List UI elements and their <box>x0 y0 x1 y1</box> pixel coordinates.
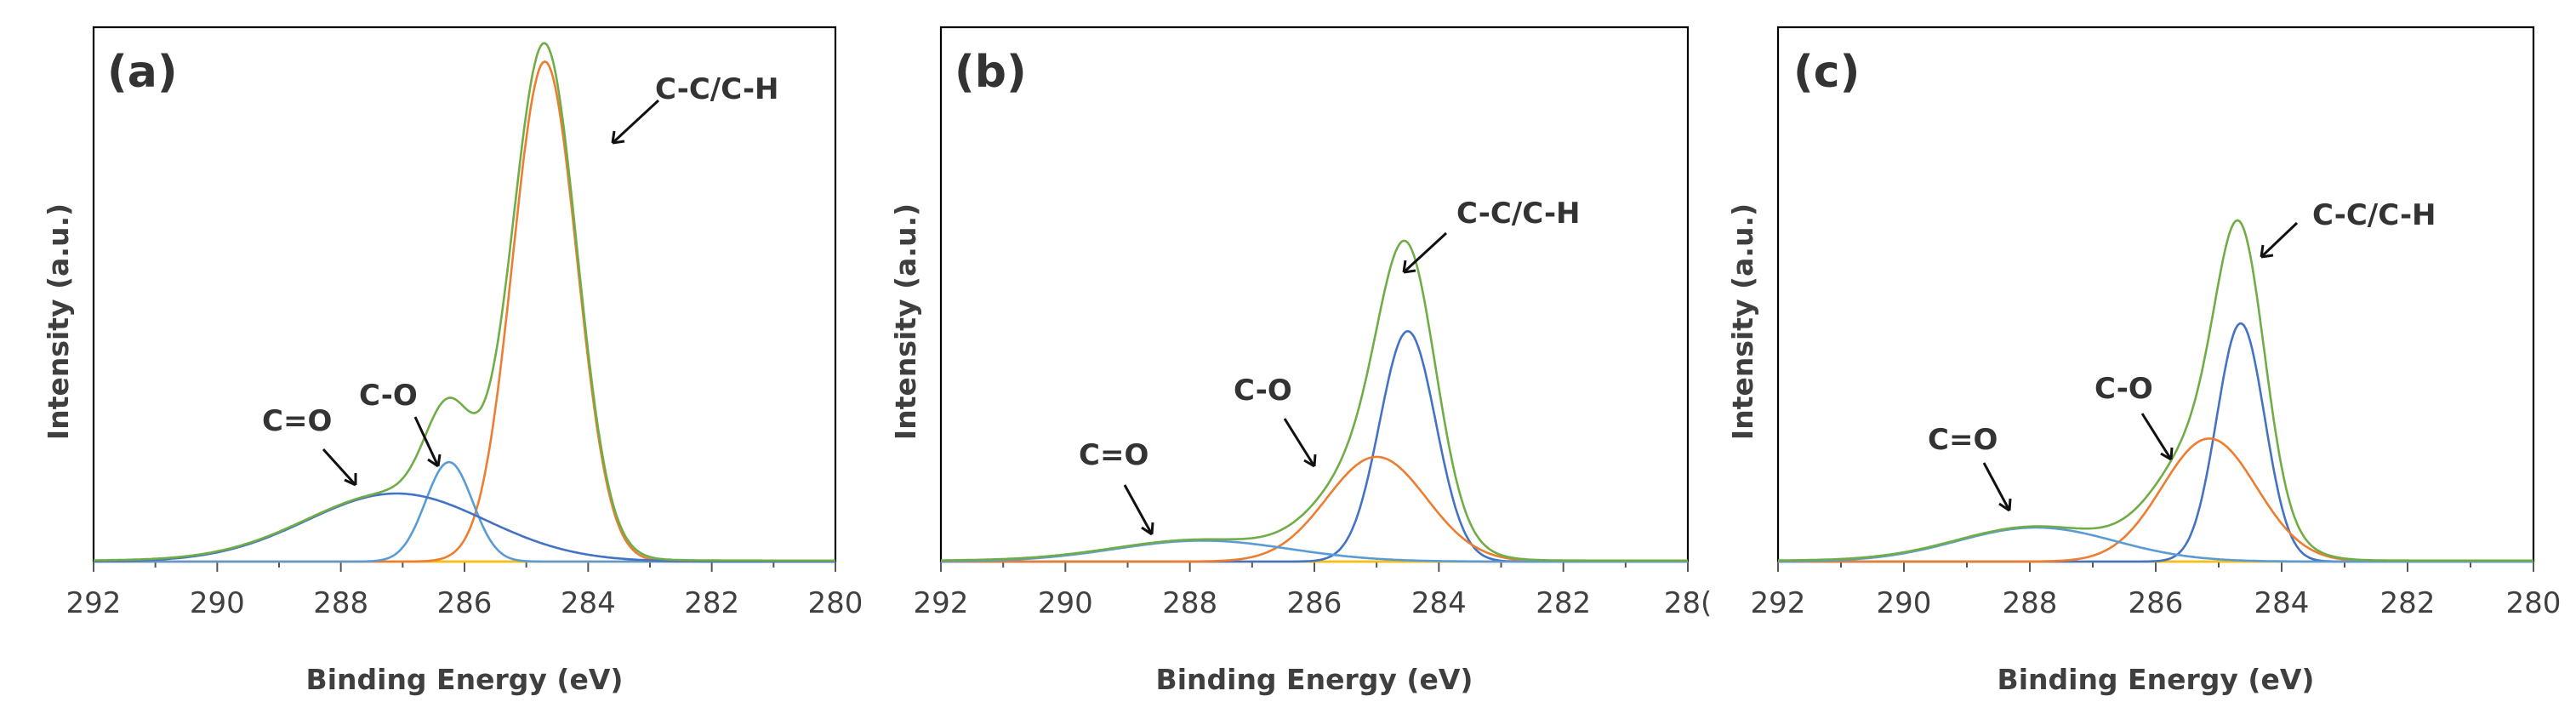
annotation-arrowhead-co <box>2160 447 2174 461</box>
x-axis-label: Binding Energy (eV) <box>306 663 624 696</box>
x-tick-label: 284 <box>1411 586 1467 620</box>
annotation-cc-ch: C-C/C-H <box>655 72 779 106</box>
annotation-arrow-cc-ch <box>1402 231 1448 274</box>
component-series-2 <box>1778 526 2533 563</box>
annotation-c-eq-o: C=O <box>1928 423 1998 457</box>
annotation-arrow-cc-ch <box>2260 221 2299 259</box>
annotation-cc-ch: C-C/C-H <box>2312 198 2436 232</box>
panel-b: (b) Intensity (a.u.) Binding Energy (eV)… <box>889 26 1713 696</box>
x-tick-label: 282 <box>2380 586 2436 620</box>
annotation-arrowhead-co <box>1303 454 1317 468</box>
x-tick-label: 288 <box>2003 586 2058 620</box>
x-tick-label: 290 <box>190 586 245 620</box>
x-tick-label: 292 <box>1751 586 1806 620</box>
annotation-arrow-cc-ch <box>611 99 660 145</box>
panel-label: (c) <box>1793 47 1860 98</box>
annotation-arrow-co <box>413 416 440 467</box>
annotation-co: C-O <box>359 379 418 413</box>
x-tick-label: 286 <box>2129 586 2184 620</box>
x-ticks: 292 290 288 286 284 282 28( <box>914 562 1713 620</box>
x-tick-label: 284 <box>561 586 616 620</box>
plot-frame <box>1776 26 2535 563</box>
component-series-0 <box>941 329 1688 563</box>
annotation-arrow-c-eq-o <box>1123 484 1154 535</box>
component-series-2 <box>941 539 1688 563</box>
x-tick-label: 292 <box>66 586 122 620</box>
x-tick-label: 284 <box>2254 586 2310 620</box>
curves <box>1778 219 2533 563</box>
x-tick-label: 282 <box>1536 586 1591 620</box>
x-tick-label: 280 <box>808 586 863 620</box>
annotation-co: C-O <box>1234 374 1292 408</box>
x-tick-label: 280 <box>2506 586 2562 620</box>
panel-label: (a) <box>107 47 178 98</box>
component-series-1 <box>1778 437 2533 563</box>
annotation-c-eq-o: C=O <box>262 404 332 438</box>
plot-frame <box>939 26 1690 563</box>
x-tick-label: 282 <box>684 586 739 620</box>
annotation-arrowhead-cc-ch <box>1402 260 1416 274</box>
annotation-arrow-co <box>1283 418 1316 467</box>
envelope-series <box>94 42 835 562</box>
panel-c: (c) Intensity (a.u.) Binding Energy (eV)… <box>1726 26 2562 696</box>
panel-label: (b) <box>955 47 1027 98</box>
annotation-arrow-co <box>2140 413 2173 460</box>
component-series-2 <box>94 492 835 563</box>
x-tick-label: 290 <box>1038 586 1093 620</box>
annotation-arrow-c-eq-o <box>322 448 357 487</box>
annotation-arrowhead-c-eq-o <box>1998 498 2012 512</box>
x-tick-label: 286 <box>437 586 493 620</box>
curves <box>941 239 1688 563</box>
annotation-arrowhead-c-eq-o <box>344 473 357 487</box>
x-ticks: 292 290 288 286 284 282 280 <box>66 562 863 620</box>
envelope-series <box>1778 219 2533 562</box>
annotation-arrowhead-co <box>427 454 442 468</box>
x-tick-label: 286 <box>1287 586 1342 620</box>
component-series-1 <box>94 460 835 563</box>
curves <box>94 42 835 563</box>
envelope-series <box>941 239 1688 562</box>
x-tick-label: 290 <box>1877 586 1932 620</box>
annotation-arrowhead-cc-ch <box>2260 244 2274 259</box>
x-tick-label: 292 <box>914 586 969 620</box>
annotation-arrowhead-cc-ch <box>611 130 625 145</box>
x-axis-label: Binding Energy (eV) <box>1998 663 2315 696</box>
x-ticks: 292 290 288 286 284 282 280 <box>1751 562 2562 620</box>
x-tick-label: 28( <box>1664 586 1713 620</box>
x-tick-label: 288 <box>313 586 368 620</box>
x-tick-label: 288 <box>1162 586 1217 620</box>
component-series-1 <box>941 455 1688 563</box>
annotation-arrow-c-eq-o <box>1982 462 2011 511</box>
annotation-arrowhead-c-eq-o <box>1141 522 1154 536</box>
y-axis-label: Intensity (a.u.) <box>1726 203 1759 440</box>
y-axis-label: Intensity (a.u.) <box>889 203 922 440</box>
x-axis-label: Binding Energy (eV) <box>1156 663 1473 696</box>
annotation-cc-ch: C-C/C-H <box>1456 197 1581 231</box>
annotation-c-eq-o: C=O <box>1079 438 1148 472</box>
component-series-0 <box>1778 322 2533 563</box>
component-series-0 <box>94 60 835 563</box>
panel-a: (a) Intensity (a.u.) Binding Energy (eV)… <box>42 26 863 696</box>
y-axis-label: Intensity (a.u.) <box>42 203 75 440</box>
annotation-co: C-O <box>2094 372 2153 406</box>
